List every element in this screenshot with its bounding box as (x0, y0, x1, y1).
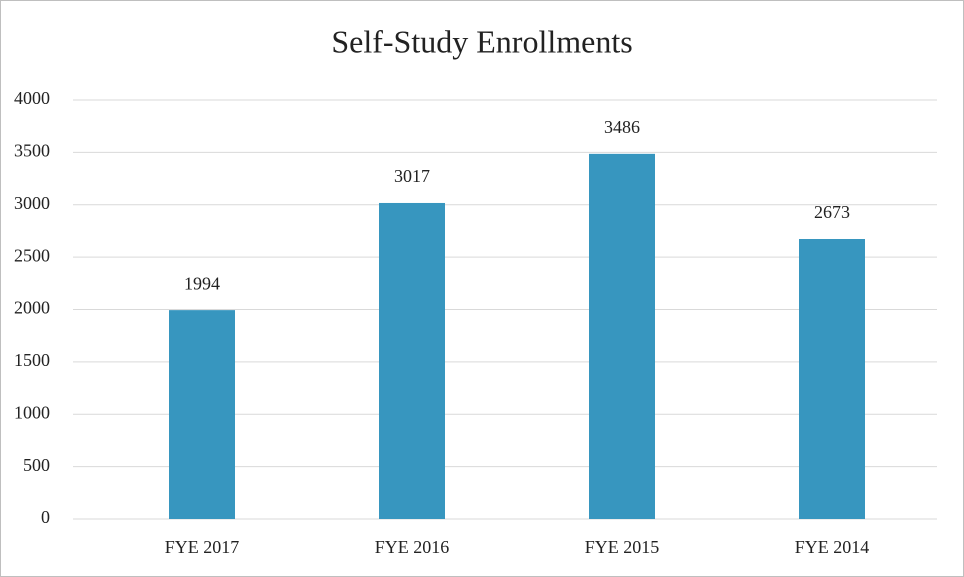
data-label: 1994 (184, 273, 220, 293)
bar (379, 202, 445, 520)
bar (589, 153, 655, 520)
data-label: 2673 (814, 202, 850, 222)
y-tick-label: 2500 (14, 245, 50, 265)
x-tick-label: FYE 2014 (795, 537, 870, 557)
x-tick-label: FYE 2015 (585, 537, 660, 557)
y-tick-label: 4000 (14, 88, 50, 108)
y-tick-label: 3500 (14, 141, 50, 161)
x-tick-label: FYE 2017 (165, 537, 240, 557)
y-tick-label: 500 (23, 455, 50, 475)
y-tick-label: 3000 (14, 193, 50, 213)
bar (169, 310, 235, 519)
y-tick-label: 1000 (14, 402, 50, 422)
y-tick-label: 2000 (14, 298, 50, 318)
y-tick-label: 0 (41, 507, 50, 527)
bar (799, 239, 865, 520)
y-tick-label: 1500 (14, 350, 50, 370)
x-tick-label: FYE 2016 (375, 537, 450, 557)
chart-title: Self-Study Enrollments (331, 23, 632, 59)
data-label: 3486 (604, 117, 640, 137)
data-label: 3017 (394, 166, 430, 186)
